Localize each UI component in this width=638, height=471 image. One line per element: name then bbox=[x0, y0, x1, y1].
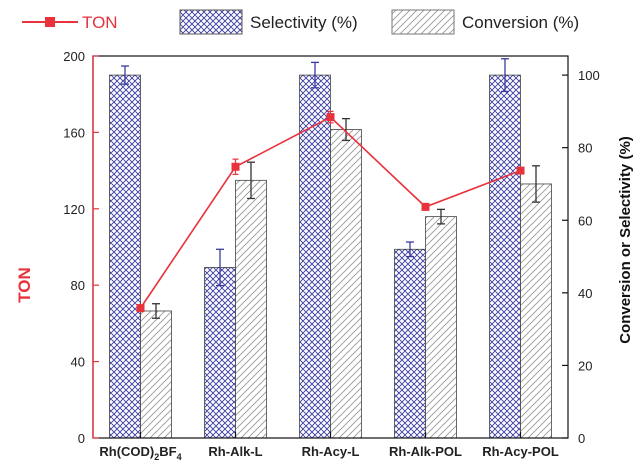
legend-item-ton: TON bbox=[22, 13, 118, 32]
selectivity-bar bbox=[299, 74, 331, 439]
legend-selectivity-label: Selectivity (%) bbox=[250, 13, 358, 32]
x-category-label: Rh-Acy-POL bbox=[482, 444, 559, 459]
y-right-tick-label: 40 bbox=[578, 286, 592, 301]
ton-point bbox=[231, 162, 240, 171]
selectivity-bar bbox=[489, 74, 521, 439]
legend-item-selectivity: Selectivity (%) bbox=[179, 9, 358, 35]
y-left-tick-label: 160 bbox=[63, 125, 85, 140]
legend: TON Selectivity (%) Conversion (%) bbox=[22, 9, 579, 35]
x-category-label: Rh-Alk-L bbox=[208, 444, 262, 459]
y-right-tick-label: 80 bbox=[578, 141, 592, 156]
selectivity-bar bbox=[204, 267, 236, 439]
y-left-tick-label: 0 bbox=[78, 431, 85, 446]
y-right-tick-label: 0 bbox=[578, 431, 585, 446]
y-left-tick-label: 120 bbox=[63, 202, 85, 217]
ton-point bbox=[516, 166, 525, 175]
selectivity-bar bbox=[109, 74, 141, 439]
y-right-axis-title: Conversion or Selectivity (%) bbox=[617, 136, 634, 344]
legend-selectivity-swatch bbox=[179, 9, 243, 35]
legend-item-conversion: Conversion (%) bbox=[391, 9, 579, 35]
plot-area: 0 40 80 120 160 200 0 20 40 60 80 100 Rh(COD)2BF4 Rh-… bbox=[63, 49, 599, 462]
legend-conversion-label: Conversion (%) bbox=[462, 13, 579, 32]
ton-point bbox=[421, 202, 430, 211]
conversion-bar bbox=[425, 216, 457, 439]
y-left-tick-label: 80 bbox=[71, 278, 85, 293]
conversion-bar bbox=[235, 179, 267, 439]
ton-point bbox=[326, 113, 335, 122]
conversion-bar bbox=[330, 129, 362, 439]
legend-ton-marker bbox=[45, 17, 55, 27]
x-category-label: Rh(COD)2BF4 bbox=[99, 444, 181, 462]
y-right-tick-label: 20 bbox=[578, 358, 592, 373]
y-right-tick-label: 60 bbox=[578, 213, 592, 228]
legend-ton-label: TON bbox=[82, 13, 118, 32]
y-left-tick-label: 200 bbox=[63, 49, 85, 64]
legend-conversion-swatch bbox=[391, 9, 455, 35]
y-left-tick-label: 40 bbox=[71, 355, 85, 370]
ton-point bbox=[136, 304, 145, 313]
conversion-bar bbox=[520, 183, 552, 439]
y-right-tick-label: 100 bbox=[578, 68, 600, 83]
selectivity-bar bbox=[394, 248, 426, 439]
x-category-label: Rh-Alk-POL bbox=[389, 444, 462, 459]
x-category-label: Rh-Acy-L bbox=[302, 444, 360, 459]
conversion-bar bbox=[140, 310, 172, 439]
y-left-axis-title: TON bbox=[15, 267, 34, 303]
